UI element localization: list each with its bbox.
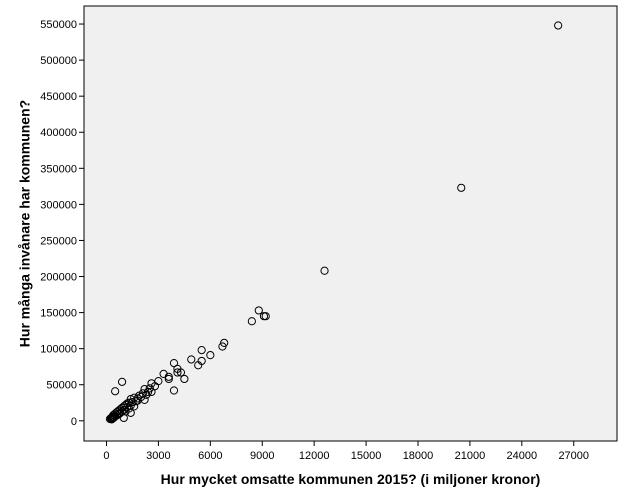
- y-tick-label: 50000: [46, 380, 77, 392]
- data-point: [554, 21, 563, 30]
- x-tick-label: 27000: [558, 450, 589, 462]
- x-axis-title: Hur mycket omsatte kommunen 2015? (i mil…: [161, 471, 541, 487]
- x-tick-label: 9000: [250, 450, 274, 462]
- data-point: [173, 368, 182, 377]
- data-point: [194, 361, 203, 370]
- y-axis-title: Hur många invånare har kommunen?: [17, 100, 33, 347]
- data-point: [261, 312, 270, 321]
- y-tick-label: 450000: [40, 91, 77, 103]
- y-tick-label: 250000: [40, 235, 77, 247]
- data-point: [164, 372, 173, 381]
- data-point: [218, 342, 227, 351]
- x-tick-label: 0: [103, 450, 109, 462]
- data-point: [147, 387, 156, 397]
- data-point: [164, 374, 173, 384]
- data-point: [197, 346, 206, 355]
- y-tick-label: 150000: [40, 308, 77, 320]
- plot-area: [83, 5, 618, 442]
- x-tick-label: 21000: [455, 450, 486, 462]
- data-point: [206, 351, 215, 360]
- data-point: [117, 377, 127, 386]
- x-tick-label: 12000: [299, 450, 330, 462]
- x-axis: 0 3000 6000 9000 12000 15000 18000 21000 24000 27…: [103, 441, 589, 462]
- data-point: [133, 396, 142, 405]
- data-point: [107, 415, 116, 424]
- x-tick-label: 15000: [351, 450, 382, 462]
- data-point: [169, 386, 179, 395]
- y-axis: 0 50000 100000 150000 200000 250000 300000 3500…: [40, 19, 84, 428]
- data-point: [126, 408, 135, 417]
- data-point: [108, 414, 117, 423]
- y-tick-label: 0: [71, 416, 77, 428]
- data-point: [180, 374, 189, 384]
- data-point: [254, 306, 263, 315]
- y-tick-label: 550000: [40, 19, 77, 31]
- data-point: [187, 355, 196, 364]
- data-point: [115, 409, 124, 418]
- data-point: [109, 413, 118, 423]
- x-tick-label: 6000: [198, 450, 222, 462]
- x-tick-label: 3000: [146, 450, 170, 462]
- y-tick-label: 400000: [40, 127, 77, 139]
- y-tick-label: 300000: [40, 199, 77, 211]
- data-point: [247, 317, 256, 326]
- data-point: [176, 368, 186, 377]
- x-tick-label: 18000: [403, 450, 434, 462]
- x-tick-label: 24000: [507, 450, 538, 462]
- y-tick-label: 100000: [40, 344, 77, 356]
- y-tick-label: 200000: [40, 272, 77, 284]
- data-points: [105, 21, 563, 424]
- data-point: [111, 387, 120, 396]
- data-point: [320, 266, 329, 275]
- y-tick-label: 350000: [40, 163, 77, 175]
- data-point: [457, 183, 466, 192]
- y-tick-label: 500000: [40, 55, 77, 67]
- data-point: [121, 407, 130, 416]
